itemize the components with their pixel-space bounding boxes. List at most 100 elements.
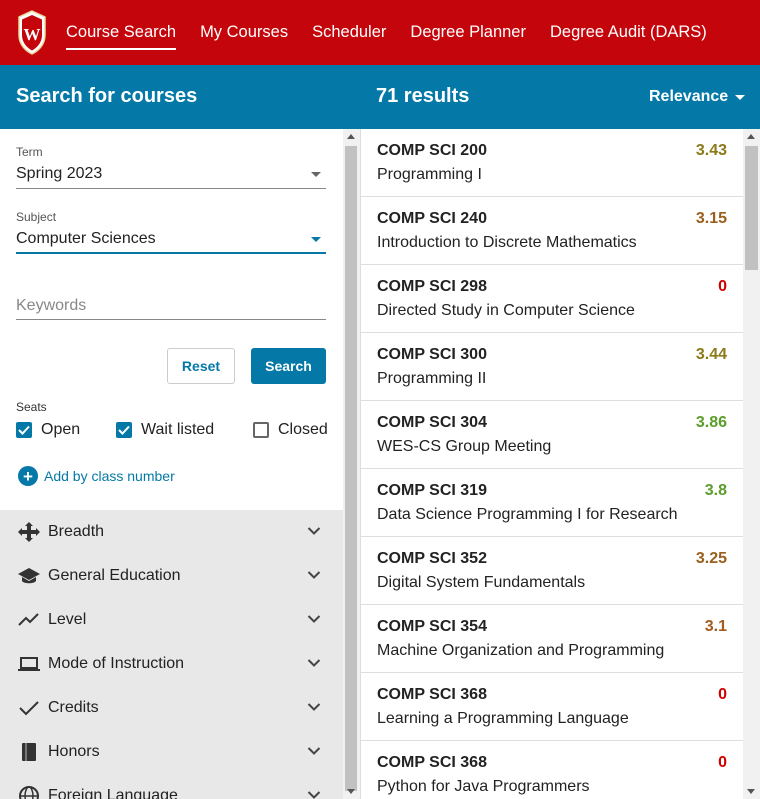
course-result-row[interactable]: COMP SCI 200 Programming I 3.43 [361,129,743,197]
filter-credits[interactable]: Credits [0,686,343,730]
course-title: Machine Organization and Programming [377,642,665,659]
course-result-row[interactable]: COMP SCI 298 Directed Study in Computer S… [361,265,743,333]
book-icon [22,743,36,761]
breadth-arrows-icon [18,522,40,542]
course-result-row[interactable]: COMP SCI 368 Learning a Programming Langu… [361,673,743,741]
filter-credits-label: Credits [48,699,99,716]
course-result-row[interactable]: COMP SCI 352 Digital System Fundamentals 3… [361,537,743,605]
scroll-down-arrow-icon[interactable] [347,789,355,794]
add-circle-icon: + [18,466,38,486]
scrollbar-thumb[interactable] [345,146,357,791]
keywords-input[interactable] [16,292,326,320]
caret-down-icon [735,94,746,100]
course-code: COMP SCI 240 [377,210,487,227]
filter-general-education[interactable]: General Education [0,554,343,598]
course-title: Digital System Fundamentals [377,574,586,591]
caret-down-icon [311,237,321,242]
filter-breadth[interactable]: Breadth [0,510,343,554]
course-gpa: 3.44 [695,346,727,363]
nav-degree-audit[interactable]: Degree Audit (DARS) [549,23,707,41]
seats-open-checkbox[interactable]: Open [16,421,80,439]
term-value: Spring 2023 [16,165,103,182]
top-nav: W Course Search My Courses Scheduler Deg… [0,0,760,65]
results-list: COMP SCI 200 Programming I 3.43 COMP SCI 24… [360,129,743,799]
course-result-row[interactable]: COMP SCI 354 Machine Organization and Pro… [361,605,743,673]
course-title: Data Science Programming I for Research [377,506,678,523]
seats-closed-checkbox[interactable]: Closed [253,421,328,439]
filter-mode-of-instruction[interactable]: Mode of Instruction [0,642,343,686]
course-result-row[interactable]: COMP SCI 368 Python for Java Programmers 0 [361,741,743,799]
course-code: COMP SCI 298 [377,278,487,295]
nav-degree-planner[interactable]: Degree Planner [410,23,526,41]
course-gpa: 3.86 [695,414,727,431]
search-header-bar: Search for courses 71 results Relevance [0,65,760,129]
filter-foreign-language[interactable]: Foreign Language [0,774,343,799]
filter-foreign-language-label: Foreign Language [48,787,178,799]
scrollbar-thumb[interactable] [745,146,758,270]
course-gpa: 0 [718,686,727,703]
course-code: COMP SCI 352 [377,550,487,567]
graduation-cap-icon [18,568,40,584]
filter-honors[interactable]: Honors [0,730,343,774]
search-panel-title: Search for courses [16,85,198,107]
globe-icon [19,786,39,799]
term-select[interactable]: Spring 2023 [16,159,326,189]
course-result-row[interactable]: COMP SCI 240 Introduction to Discrete Mat… [361,197,743,265]
filter-accordion: Breadth General Education Level Mode of … [0,510,343,799]
nav-course-search[interactable]: Course Search [66,17,177,50]
sort-label: Relevance [649,88,729,105]
chevron-down-icon [307,747,321,755]
nav-scheduler[interactable]: Scheduler [312,23,387,41]
filter-honors-label: Honors [48,743,100,760]
course-title: WES-CS Group Meeting [377,438,552,455]
chevron-down-icon [307,527,321,535]
nav-my-courses[interactable]: My Courses [200,23,289,41]
course-gpa: 0 [718,278,727,295]
search-button[interactable]: Search [251,348,326,384]
course-title: Directed Study in Computer Science [377,302,635,319]
checkbox-checked-icon [16,422,32,438]
results-count: 71 results [376,85,470,107]
checkbox-checked-icon [116,422,132,438]
scroll-up-arrow-icon[interactable] [747,134,755,139]
scroll-up-arrow-icon[interactable] [347,134,355,139]
course-gpa: 3.15 [695,210,727,227]
filter-level[interactable]: Level [0,598,343,642]
course-title: Learning a Programming Language [377,710,629,727]
course-result-row[interactable]: COMP SCI 300 Programming II 3.44 [361,333,743,401]
filter-level-label: Level [48,611,87,628]
course-title: Programming I [377,166,482,183]
uw-crest-logo[interactable]: W [16,9,48,55]
course-code: COMP SCI 304 [377,414,487,431]
seats-waitlisted-checkbox[interactable]: Wait listed [116,421,214,439]
chevron-down-icon [307,615,321,623]
course-result-row[interactable]: COMP SCI 319 Data Science Programming I f… [361,469,743,537]
seats-closed-label: Closed [278,421,328,438]
course-code: COMP SCI 368 [377,686,487,703]
scroll-down-arrow-icon[interactable] [747,789,755,794]
filter-breadth-label: Breadth [48,523,105,540]
subject-select[interactable]: Computer Sciences [16,224,326,254]
add-by-class-number-link[interactable]: + Add by class number [18,466,175,486]
chevron-down-icon [307,571,321,579]
subject-label: Subject [16,210,57,224]
seats-open-label: Open [41,421,81,438]
course-gpa: 3.25 [695,550,727,567]
chevron-down-icon [307,791,321,799]
checkbox-unchecked-icon [253,422,269,438]
checkmark-icon [19,701,39,716]
subject-value: Computer Sciences [16,230,156,247]
search-panel-scrollbar[interactable] [343,129,360,799]
course-gpa: 3.43 [695,142,727,159]
course-result-row[interactable]: COMP SCI 304 WES-CS Group Meeting 3.86 [361,401,743,469]
course-gpa: 3.8 [704,482,727,499]
course-title: Programming II [377,370,487,387]
course-code: COMP SCI 300 [377,346,487,363]
reset-button[interactable]: Reset [167,348,235,384]
seats-waitlisted-label: Wait listed [141,421,215,438]
search-panel: Term Spring 2023 Subject Computer Scienc… [0,129,343,799]
results-scrollbar[interactable] [743,129,760,799]
sort-dropdown[interactable]: Relevance [649,88,746,106]
course-gpa: 0 [718,754,727,771]
trending-up-icon [18,613,39,626]
